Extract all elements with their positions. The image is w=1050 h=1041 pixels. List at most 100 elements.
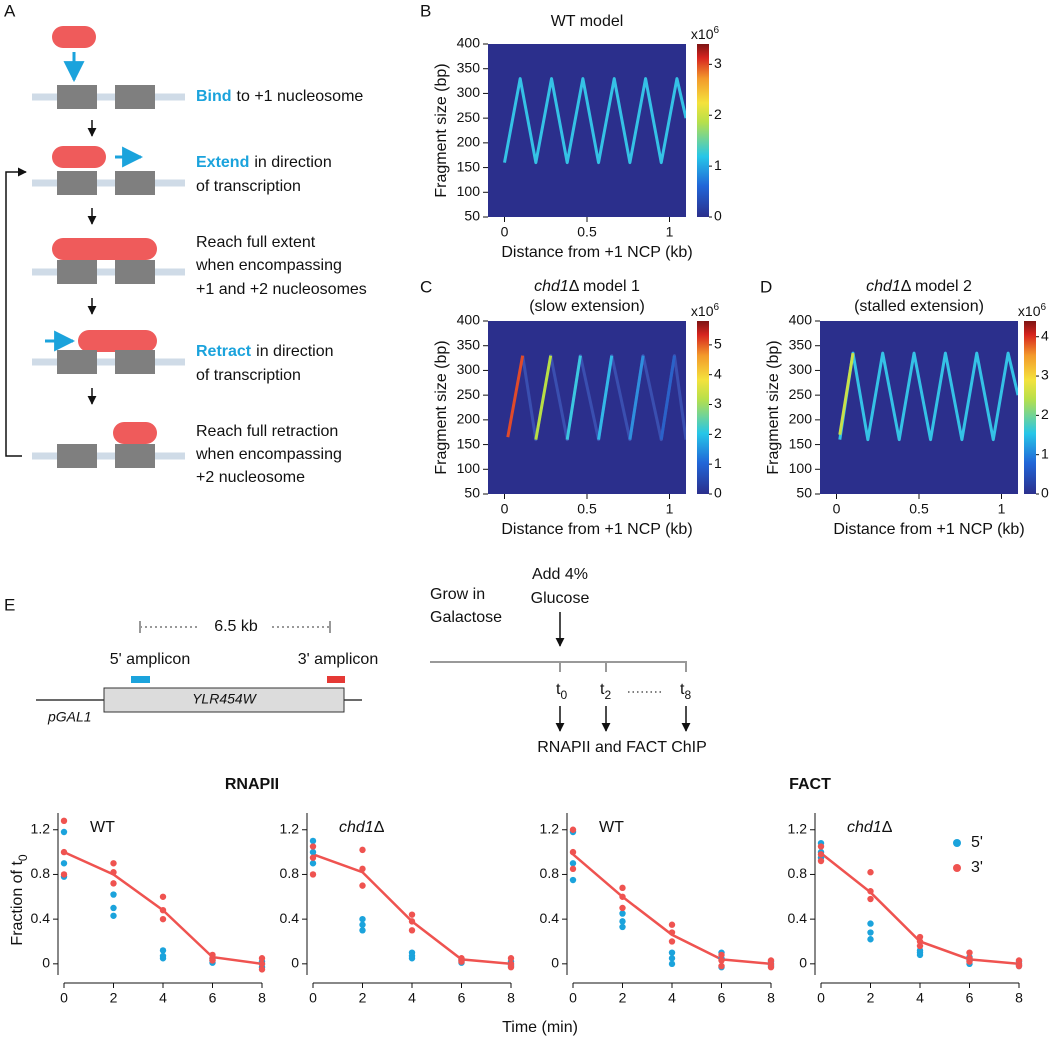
step-text-part: Reach full retraction xyxy=(196,423,338,440)
panel-label: E xyxy=(4,595,15,614)
amplicon-label: 3' amplicon xyxy=(298,651,378,668)
timeline-text: Grow in xyxy=(430,586,485,603)
x-tick-label: 8 xyxy=(507,990,515,1006)
time-point-part: 0 xyxy=(560,688,567,702)
point xyxy=(867,920,874,927)
y-tick-label: 0 xyxy=(291,955,299,971)
chart-label-part: chd1 xyxy=(339,819,374,836)
y-tick-label: 200 xyxy=(789,411,813,427)
point xyxy=(569,865,577,873)
schematic xyxy=(5,26,185,468)
y-tick-label: 400 xyxy=(789,312,813,328)
gene-box xyxy=(103,687,345,713)
point xyxy=(408,911,416,918)
heatmap-background xyxy=(820,321,1018,494)
x-tick-label: 6 xyxy=(718,990,726,1006)
point xyxy=(309,843,317,850)
y-tick-label: 250 xyxy=(457,109,481,125)
x-tick-label: 0 xyxy=(60,990,68,1006)
nucleosome xyxy=(57,350,97,374)
y-tick-label: 50 xyxy=(464,208,480,224)
colorbar-label: x106 xyxy=(1018,302,1047,319)
step-text: Reach full extent xyxy=(196,234,316,251)
point xyxy=(60,828,68,836)
y-tick-label: 300 xyxy=(457,84,481,100)
point xyxy=(110,904,117,912)
x-tick-label: 1 xyxy=(998,501,1006,517)
chart-title: WT model xyxy=(551,13,624,30)
point xyxy=(159,947,167,954)
step-text: +2 nucleosome xyxy=(196,469,305,486)
y-axis-label-part: 0 xyxy=(16,854,30,861)
x-tick-label: 6 xyxy=(209,990,217,1006)
legend-label: 3' xyxy=(971,859,983,876)
step-row xyxy=(32,422,185,468)
y-tick-label: 0.8 xyxy=(31,865,51,881)
y-tick-label: 50 xyxy=(796,485,812,501)
step-text: Retract in direction xyxy=(196,343,334,360)
point xyxy=(359,865,366,873)
step-text-part: Reach full extent xyxy=(196,234,316,251)
time-point-part: 8 xyxy=(684,688,691,702)
time-point-part: t xyxy=(556,681,561,698)
colorbar-tick-label: 1 xyxy=(1041,445,1049,461)
step-text: when encompassing xyxy=(195,446,342,463)
x-tick-label: 4 xyxy=(408,990,416,1006)
step-text-part: Retract xyxy=(196,343,252,360)
point xyxy=(817,857,825,865)
nucleosome xyxy=(115,85,155,109)
ridge xyxy=(597,355,614,440)
colorbar-tick-label: 0 xyxy=(714,208,722,224)
y-tick-label: 300 xyxy=(457,361,481,377)
x-tick-label: 8 xyxy=(258,990,266,1006)
y-tick-label: 100 xyxy=(457,183,481,199)
gene-label: YLR454W xyxy=(192,691,258,707)
panel-label: D xyxy=(760,277,772,296)
step-text: of transcription xyxy=(196,178,301,195)
group-title: FACT xyxy=(789,776,831,793)
point xyxy=(309,837,317,845)
nucleosome xyxy=(57,171,97,195)
y-axis-label: Fraction of t0 xyxy=(9,854,30,945)
x-tick-label: 2 xyxy=(359,990,367,1006)
chart-title-part: chd1 xyxy=(866,278,901,295)
cycle-arrow xyxy=(5,167,27,457)
y-tick-label: 100 xyxy=(789,460,813,476)
x-tick-label: 8 xyxy=(1015,990,1023,1006)
step-row xyxy=(32,330,185,374)
mean-line xyxy=(572,853,772,966)
colorbar-tick-label: 2 xyxy=(714,425,722,441)
y-tick-label: 400 xyxy=(457,312,481,328)
point xyxy=(668,949,676,956)
x-tick-label: 0 xyxy=(501,501,509,517)
timeline-text: Add 4% xyxy=(532,566,588,583)
heatmap-background xyxy=(488,321,686,494)
panel-label: B xyxy=(420,1,431,20)
colorbar-label-part: x10 xyxy=(691,26,714,42)
point xyxy=(309,854,317,861)
point xyxy=(458,958,465,965)
step-text-part: to +1 nucleosome xyxy=(237,88,364,105)
heatmap-background xyxy=(488,44,686,217)
y-axis-label: Fragment size (bp) xyxy=(433,340,450,474)
y-tick-label: 350 xyxy=(457,336,481,352)
y-tick-label: 0.8 xyxy=(540,865,560,881)
colorbar-tick-label: 4 xyxy=(714,365,722,381)
chart-title-part: WT model xyxy=(551,13,624,30)
chart-label-part: Δ xyxy=(882,819,893,836)
x-tick-label: 0 xyxy=(833,501,841,517)
point xyxy=(867,888,874,895)
chart-label-part: Δ xyxy=(374,819,385,836)
nucleosome xyxy=(57,85,97,109)
chart-label: WT xyxy=(90,819,115,836)
time-point-part: t xyxy=(680,681,685,698)
timeline xyxy=(430,612,691,732)
colorbar xyxy=(1024,321,1036,494)
point xyxy=(619,910,626,917)
y-tick-label: 300 xyxy=(789,361,813,377)
point xyxy=(817,843,825,850)
ridge xyxy=(838,352,855,435)
point xyxy=(309,871,317,878)
point xyxy=(359,882,366,889)
point xyxy=(668,955,676,962)
